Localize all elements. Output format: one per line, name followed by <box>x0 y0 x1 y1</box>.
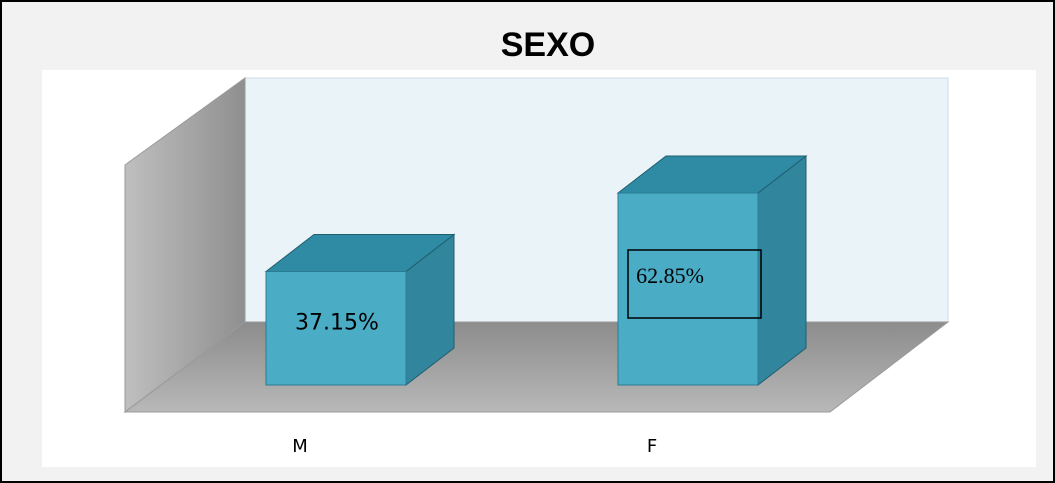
data-label: 37.15% <box>295 311 379 336</box>
chart-title: SEXO <box>501 26 595 64</box>
bar-side <box>757 154 807 387</box>
label-box <box>627 249 762 319</box>
x-tick-label: M <box>292 436 308 457</box>
bar <box>617 192 759 386</box>
bar <box>265 271 407 386</box>
x-tick-label: F <box>647 436 657 457</box>
data-label: 62.85% <box>636 263 704 288</box>
floor <box>123 321 950 413</box>
